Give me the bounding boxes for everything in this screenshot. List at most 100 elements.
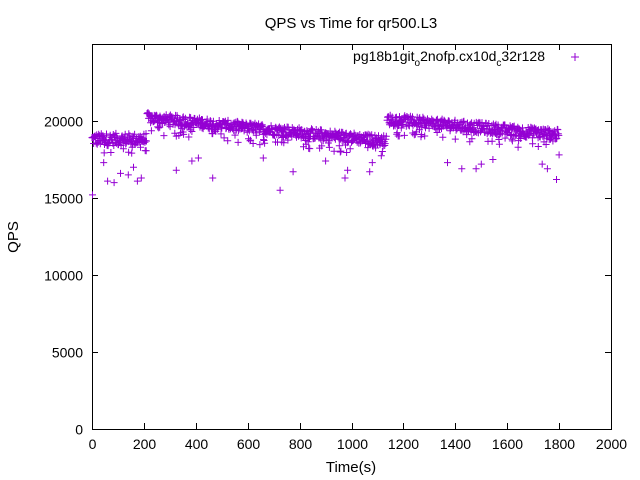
data-point	[439, 133, 447, 141]
data-point	[382, 132, 390, 140]
x-tick-label: 1400	[440, 436, 471, 452]
data-point	[304, 138, 312, 146]
data-point	[395, 132, 403, 140]
data-point	[325, 143, 333, 151]
data-point	[451, 135, 459, 143]
x-tick-label: 600	[237, 436, 261, 452]
data-point	[256, 141, 264, 149]
data-point	[322, 157, 330, 165]
data-point	[458, 165, 466, 173]
x-tick-label: 1200	[388, 436, 419, 452]
data-point	[477, 160, 485, 168]
data-point	[156, 123, 164, 131]
x-tick-label: 0	[89, 436, 97, 452]
data-point	[318, 142, 326, 150]
data-point	[488, 137, 496, 145]
data-point	[131, 130, 139, 138]
data-point	[224, 137, 232, 145]
data-point	[489, 156, 497, 163]
data-point	[397, 124, 405, 132]
data-point	[381, 140, 389, 148]
data-point	[555, 131, 563, 139]
data-points	[88, 109, 563, 199]
legend-plus-icon	[571, 53, 579, 61]
data-point	[217, 130, 225, 138]
data-point	[514, 143, 522, 151]
data-point	[89, 191, 96, 199]
data-point	[377, 152, 385, 160]
data-point	[190, 124, 198, 131]
data-point	[206, 117, 214, 125]
data-point	[280, 139, 288, 147]
data-point	[392, 113, 400, 121]
data-point	[425, 124, 433, 132]
data-point	[188, 128, 196, 135]
x-tick-label: 1800	[544, 436, 575, 452]
data-point	[142, 130, 150, 138]
data-point	[104, 177, 112, 185]
x-tick-label: 200	[133, 436, 157, 452]
x-tick-label: 1600	[492, 436, 523, 452]
x-tick-label: 400	[185, 436, 209, 452]
data-point	[336, 148, 344, 156]
x-tick-label: 1000	[337, 436, 368, 452]
data-point	[259, 154, 267, 162]
data-point	[543, 165, 551, 173]
y-axis: 0 5000 10000 15000 20000	[44, 114, 611, 438]
data-point	[261, 130, 269, 137]
y-tick-label: 10000	[44, 268, 83, 284]
data-point	[100, 159, 108, 167]
data-point	[150, 118, 158, 125]
data-point	[368, 131, 376, 139]
data-point	[220, 134, 228, 142]
data-point	[172, 166, 180, 174]
data-point	[180, 130, 188, 138]
data-point	[508, 137, 516, 145]
data-point	[341, 174, 349, 182]
data-point	[289, 168, 297, 176]
data-point	[181, 114, 189, 122]
data-point	[103, 130, 110, 138]
x-axis-label: Time(s)	[326, 459, 376, 476]
data-point	[553, 176, 560, 183]
data-point	[534, 143, 542, 150]
data-point	[125, 148, 133, 156]
data-point	[259, 122, 267, 130]
data-point	[117, 169, 124, 177]
y-tick-label: 5000	[52, 345, 83, 361]
data-point	[112, 129, 120, 137]
data-point	[306, 145, 314, 153]
data-point	[258, 121, 266, 129]
data-point	[364, 144, 372, 152]
legend: pg18b1gito2nofp.cx10dc32r128	[353, 48, 579, 69]
data-point	[378, 148, 386, 155]
data-point	[180, 116, 188, 123]
data-point	[529, 140, 537, 148]
data-point	[209, 174, 217, 182]
data-point	[501, 134, 509, 142]
data-point	[337, 147, 345, 155]
data-point	[278, 134, 286, 141]
data-point	[335, 142, 343, 150]
data-point	[538, 160, 546, 168]
data-point	[400, 131, 408, 139]
legend-label: pg18b1gito2nofp.cx10dc32r128	[353, 48, 545, 69]
data-point	[130, 163, 137, 171]
data-point	[141, 138, 149, 146]
data-point	[252, 131, 260, 139]
data-point	[185, 133, 193, 141]
chart-title: QPS vs Time for qr500.L3	[265, 15, 438, 32]
x-tick-label: 2000	[596, 436, 627, 452]
data-point	[143, 137, 150, 145]
data-point	[234, 138, 242, 146]
data-point	[460, 117, 468, 125]
data-point	[468, 135, 476, 143]
data-point	[418, 131, 426, 138]
data-point	[344, 166, 352, 174]
data-point	[224, 116, 232, 124]
data-point	[100, 149, 108, 157]
data-point	[261, 139, 269, 147]
data-point	[107, 149, 115, 156]
data-point	[346, 145, 354, 153]
